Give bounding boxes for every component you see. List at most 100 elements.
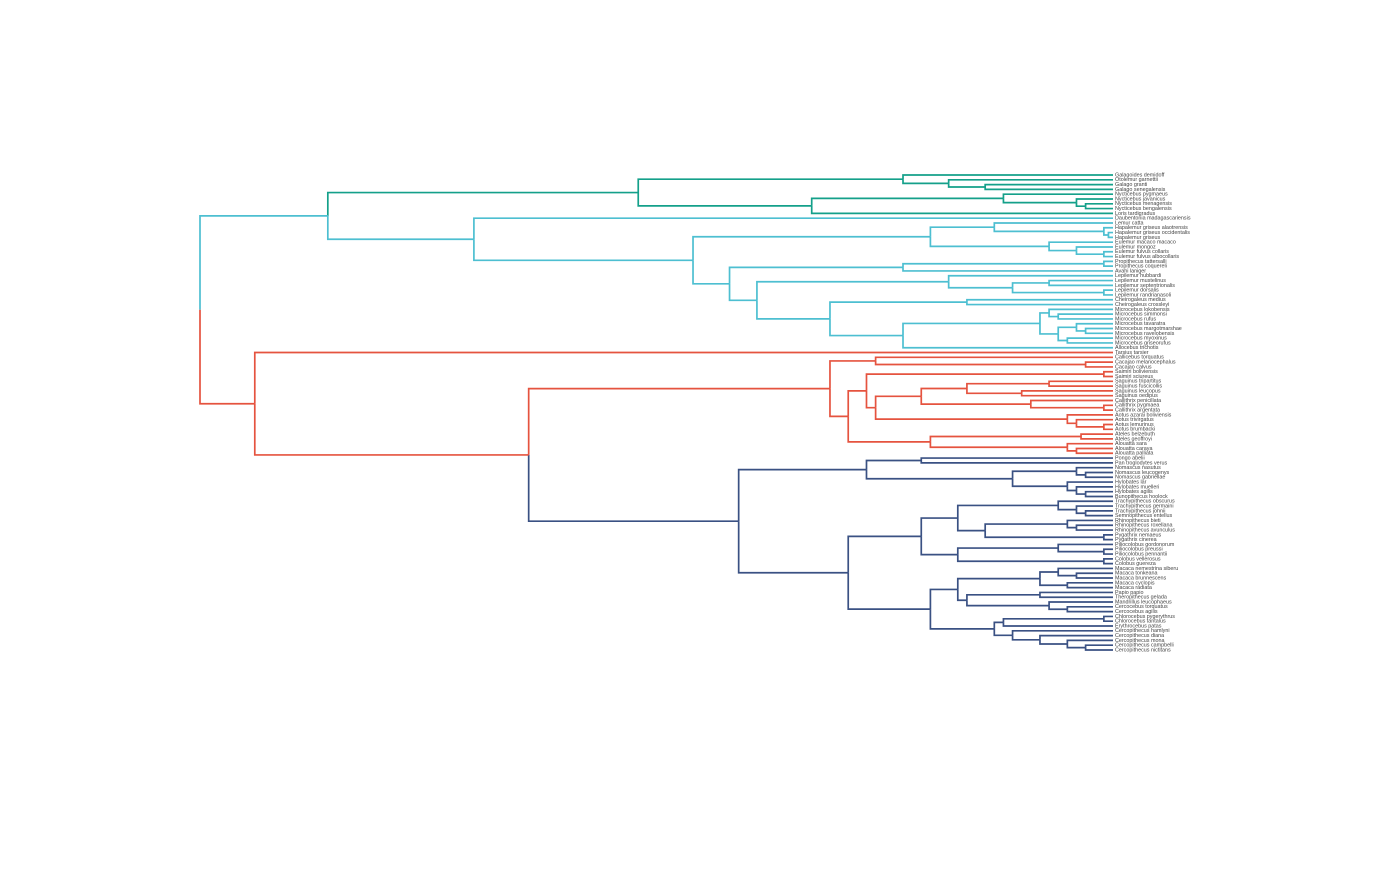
branch <box>1075 250 1104 256</box>
branch <box>1057 333 1068 342</box>
branch <box>1084 494 1113 498</box>
branch <box>1075 423 1104 428</box>
branch <box>984 186 1113 191</box>
branch <box>1048 246 1077 252</box>
branch <box>920 517 958 537</box>
tip-label: Saimiri sciureus <box>1115 374 1153 380</box>
branch <box>920 396 1031 405</box>
branch <box>756 280 949 301</box>
branch <box>1048 312 1059 318</box>
branch <box>1002 198 1077 204</box>
branch <box>929 441 1068 449</box>
branch <box>865 390 876 409</box>
branch <box>874 356 1113 361</box>
branch <box>929 609 995 630</box>
branch <box>966 298 1113 303</box>
branch <box>1057 572 1077 577</box>
tip-label: Macaca brunnescens <box>1115 575 1167 581</box>
branch <box>1080 436 1113 440</box>
tip-label: Galago senegalensis <box>1115 187 1166 193</box>
branch <box>326 215 474 241</box>
branch <box>1084 471 1113 475</box>
branch <box>929 435 1082 442</box>
tip-label: Nycticebus javanicus <box>1115 196 1166 202</box>
branch <box>966 302 1113 306</box>
branch <box>1103 615 1113 619</box>
branch <box>1103 404 1113 408</box>
branch <box>1039 639 1068 645</box>
branch <box>1039 634 1113 640</box>
branch <box>902 335 1113 349</box>
branch <box>966 593 1040 601</box>
branch <box>1066 337 1113 341</box>
branch <box>1075 524 1113 528</box>
branch <box>253 351 1113 404</box>
tip-label: Nycticebus pygmaeus <box>1115 192 1168 198</box>
branch <box>1084 644 1113 648</box>
tip-label: Pan troglodytes verus <box>1115 460 1167 466</box>
tip-label: Aotus lemurinus <box>1115 422 1154 428</box>
branch <box>1066 644 1086 649</box>
branch <box>902 267 1113 272</box>
tip-label: Cercopithecus campbelli <box>1115 643 1174 649</box>
branch <box>1107 231 1113 235</box>
tip-label: Ateles geoffroyi <box>1115 436 1152 442</box>
branch <box>1103 533 1113 538</box>
branch <box>1075 471 1086 476</box>
tip-label: Bunopithecus hoolock <box>1115 494 1168 500</box>
branch <box>902 179 949 185</box>
tip-label: Nycticebus menagensis <box>1115 201 1172 207</box>
branch <box>984 523 1068 531</box>
branch <box>1011 478 1068 488</box>
tip-label: Otolemur garnettii <box>1115 177 1158 183</box>
branch <box>1039 591 1113 595</box>
branch <box>1066 486 1077 492</box>
branch <box>966 600 1050 607</box>
branch <box>1084 364 1113 368</box>
branch <box>929 226 995 237</box>
branch <box>692 235 931 261</box>
branch <box>1084 202 1113 207</box>
branch <box>1066 442 1113 448</box>
branch <box>902 174 1113 180</box>
tip-label: Papio papio <box>1115 590 1143 596</box>
tip-label: Hapalemur griseus alaotrensis <box>1115 225 1188 231</box>
tip-label: Piliocolobus gordonorum <box>1115 542 1175 548</box>
tip-label: Microcebus tavaratra <box>1115 321 1165 327</box>
branch <box>1103 537 1113 541</box>
branch <box>1057 548 1104 553</box>
branch <box>1075 466 1113 472</box>
branch <box>1066 519 1113 525</box>
tip-label: Cacajao melanocephalus <box>1115 360 1176 366</box>
tip-label: Semnopithecus entellus <box>1115 513 1173 519</box>
tip-label: Macaca cyclopis <box>1115 580 1155 586</box>
branch <box>1075 450 1113 455</box>
branch <box>1039 571 1059 579</box>
branch <box>728 266 904 284</box>
branch <box>1080 433 1113 437</box>
branch <box>1066 524 1077 529</box>
tip-label: Pygathrix nemaeus <box>1115 532 1161 538</box>
branch <box>1048 383 1113 387</box>
branch <box>902 322 1040 336</box>
tip-label: Saguinus fuscicollis <box>1115 384 1162 390</box>
tip-label: Hapalemur griseus <box>1115 235 1161 241</box>
branch <box>1002 617 1104 623</box>
branch <box>473 217 1113 240</box>
branch <box>1057 326 1077 334</box>
branch <box>847 535 922 573</box>
branch <box>1075 198 1113 203</box>
branch <box>1020 393 1113 397</box>
branch <box>984 530 1104 539</box>
branch <box>1084 361 1113 365</box>
branch <box>1103 548 1113 552</box>
tip-label: Pongo abelii <box>1115 456 1145 462</box>
branch <box>637 178 904 193</box>
branch <box>1057 313 1113 317</box>
tip-label: Hapalemur griseus occidentalis <box>1115 230 1190 236</box>
branch <box>920 460 1113 464</box>
tip-label: Theropithecus gelada <box>1115 595 1167 601</box>
tip-label: Microcebus margotmarshae <box>1115 326 1182 332</box>
branch <box>993 222 1113 228</box>
branch <box>874 407 1068 420</box>
